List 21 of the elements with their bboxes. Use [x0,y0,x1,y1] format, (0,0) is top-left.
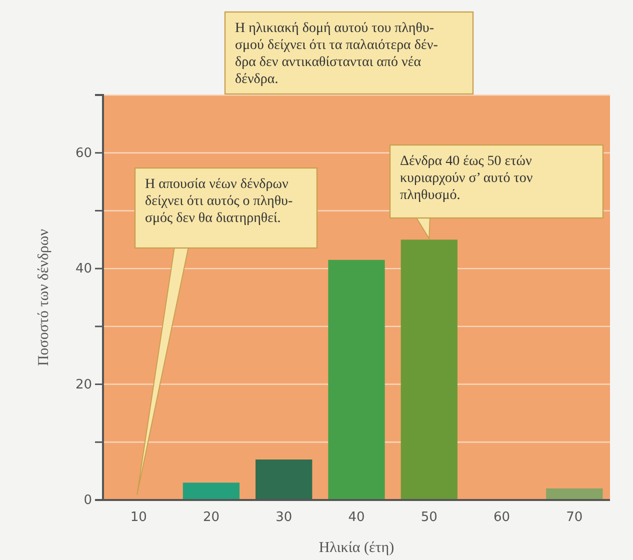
bar [328,260,385,500]
bar [546,488,603,500]
y-tick-label: 0 [84,493,92,508]
x-tick-label: 20 [202,510,220,526]
y-axis-title: Ποσοστό των δένδρων [36,228,52,366]
annotation: Δένδρα 40 έως 50 ετών κυριαρχούν σ’ αυτό τον πληθυσμό. [400,154,533,203]
bar [182,482,240,500]
annotation: Η απουσία νέων δένδρων δείχνει ότι αυτός ο πληθυ- σμός δεν θα διατηρηθεί. [145,177,293,226]
text: Η ηλικιακή δομή αυτού του πληθυ- σμού δείχνει ότι τα παλαιότερα δέν- δρα δεν αντικαθίστανται από νέα δένδρα. [235,21,438,87]
x-tick-label: 40 [348,510,365,526]
x-axis-title: Ηλικία (έτη) [318,540,394,556]
y-tick-label: 60 [75,146,92,162]
x-tick-label: 60 [494,510,510,526]
bar [400,240,458,500]
x-tick-label: 70 [566,510,583,526]
y-tick-label: 40 [75,262,92,277]
y-tick-label: 20 [75,377,92,392]
x-tick-label: 50 [420,510,438,526]
bar [256,460,312,500]
x-tick-label: 10 [130,510,147,526]
x-tick-label: 30 [276,510,292,526]
